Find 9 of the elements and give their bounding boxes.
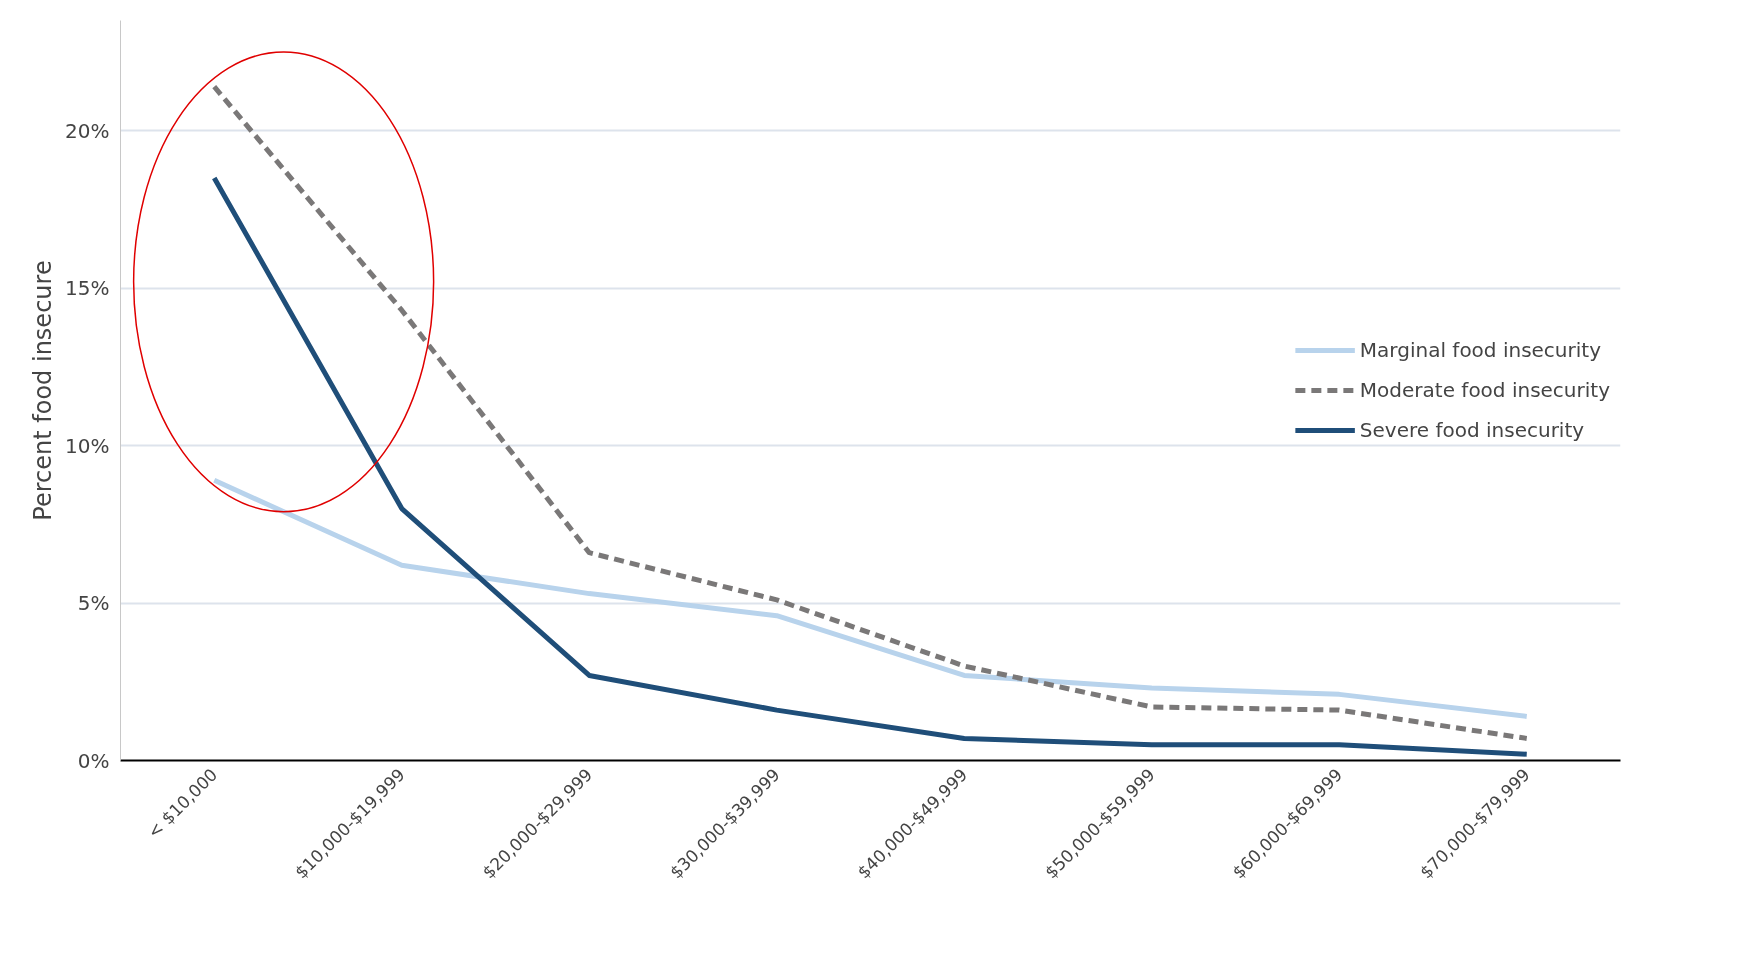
legend-label: Severe food insecurity xyxy=(1359,418,1585,442)
y-tick-label: 15% xyxy=(65,276,110,301)
legend-label: Moderate food insecurity xyxy=(1359,378,1610,402)
y-axis-title: Percent food insecure xyxy=(29,260,58,521)
legend-label: Marginal food insecurity xyxy=(1359,338,1601,362)
y-tick-label: 20% xyxy=(65,118,110,143)
y-tick-label: 0% xyxy=(77,748,110,773)
y-tick-label: 5% xyxy=(77,591,110,616)
y-tick-label: 10% xyxy=(65,433,110,458)
